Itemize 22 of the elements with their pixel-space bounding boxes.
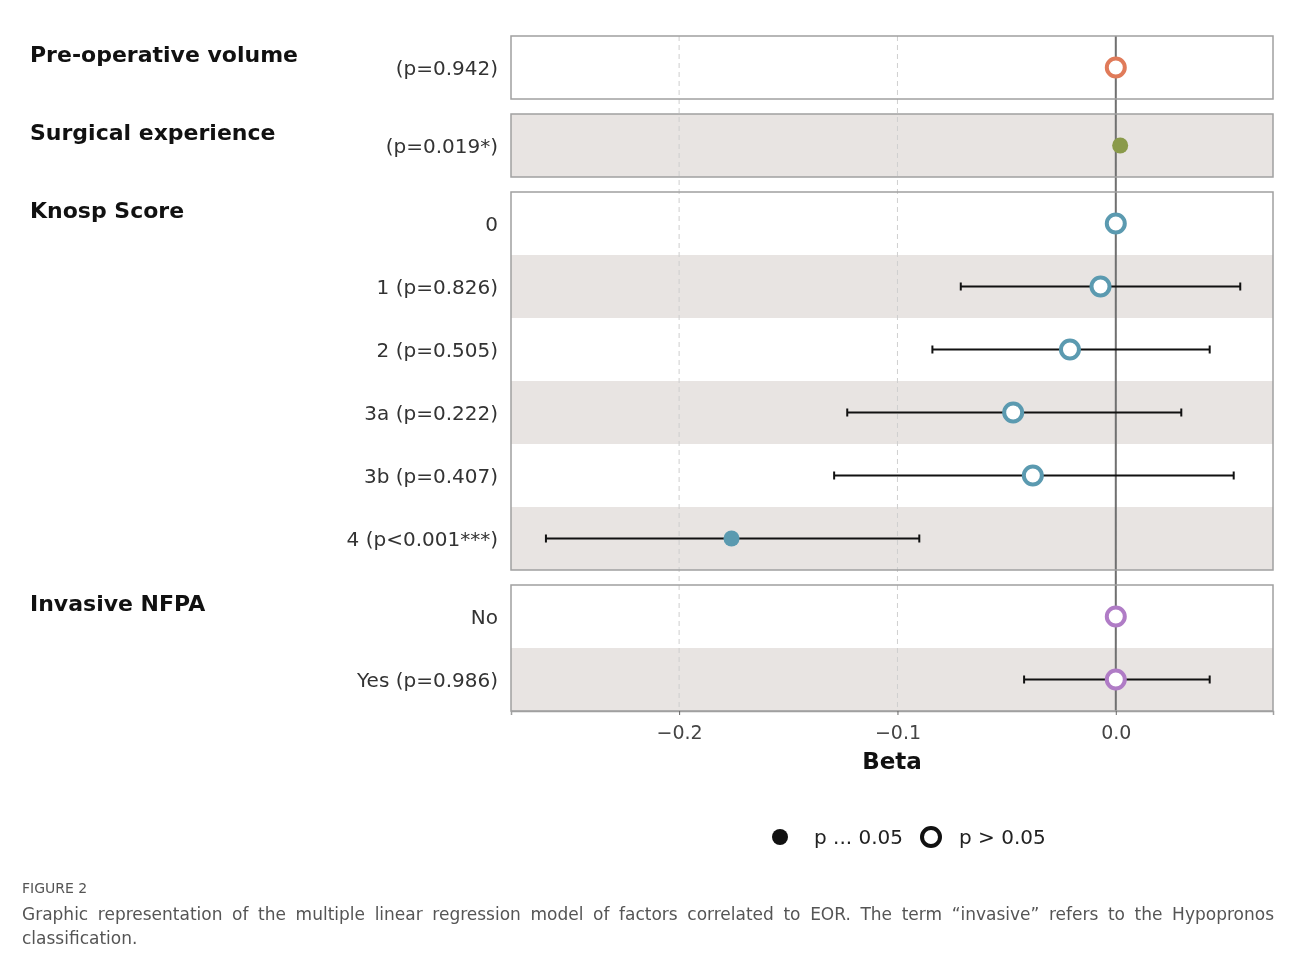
text: Surgical experience	[30, 119, 276, 145]
text: Graphic representation of the multiple linear regression model of factors correlated to EOR. The term “invasive” refers to the Hypopronos classification.	[22, 903, 1274, 950]
x-tick-label: 0.0	[1101, 720, 1132, 743]
text: p > 0.05	[959, 825, 1046, 849]
text: Knosp Score	[30, 197, 185, 223]
text: Invasive NFPA	[30, 590, 206, 616]
y-tick-label: Yes (p=0.986)	[356, 667, 498, 692]
y-tick-label: 3b (p=0.407)	[363, 463, 498, 488]
x-tick-label: −0.2	[656, 720, 703, 743]
caption: FIGURE 2	[22, 879, 89, 898]
y-tick-label: (p=0.942)	[395, 55, 498, 80]
y-tick-label: No	[470, 604, 498, 629]
y-tick-label: 0	[485, 211, 498, 236]
y-tick-label: 2 (p=0.505)	[376, 337, 498, 362]
x-axis-title: Beta	[862, 748, 922, 774]
text: p ... 0.05	[814, 825, 904, 849]
y-tick-label: 3a (p=0.222)	[364, 400, 498, 425]
y-tick-label: (p=0.019*)	[385, 133, 498, 158]
y-tick-label: 1 (p=0.826)	[376, 274, 498, 299]
x-tick-label: −0.1	[874, 720, 922, 743]
text: Pre-operative volume	[30, 41, 298, 67]
y-tick-label: 4 (p<0.001***)	[346, 526, 498, 551]
